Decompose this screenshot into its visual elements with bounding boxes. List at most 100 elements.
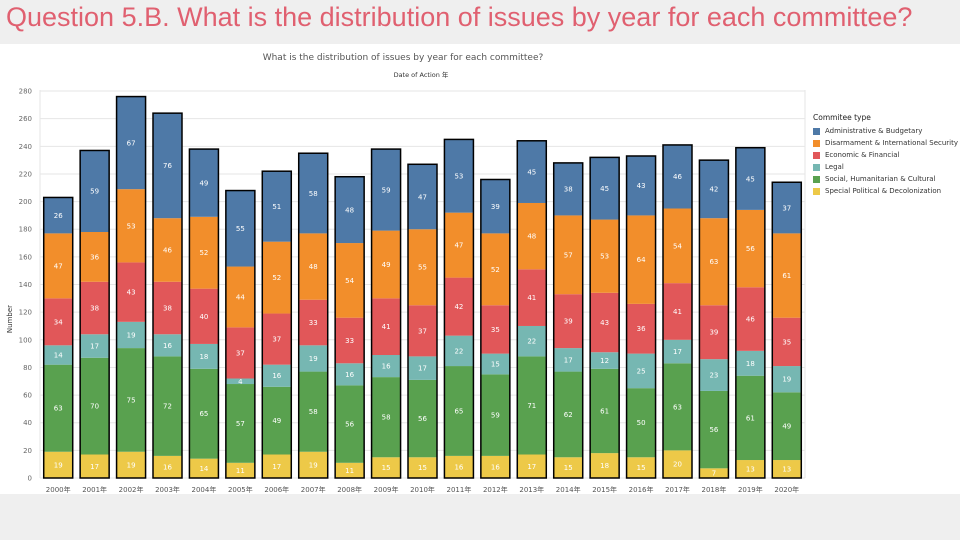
legend-swatch [813, 187, 820, 195]
y-tick-label: 120 [19, 309, 32, 317]
bar-segment [116, 348, 146, 452]
bar-segment [43, 233, 73, 299]
bar-segment [626, 353, 656, 389]
data-label: 55 [418, 264, 427, 272]
bar-segment [444, 277, 474, 336]
data-label: 56 [709, 426, 718, 434]
bar-segment [371, 230, 401, 299]
bar-segment [590, 292, 620, 353]
data-label: 49 [782, 423, 791, 431]
bar-segment [335, 363, 365, 386]
data-label: 62 [564, 411, 573, 419]
data-label: 46 [673, 173, 682, 181]
bar-segment [189, 288, 219, 344]
legend-label: Economic & Financial [825, 151, 900, 159]
y-tick-label: 200 [19, 198, 32, 206]
y-axis-label: Number [6, 305, 14, 333]
bar-segment [517, 269, 547, 326]
data-label: 19 [309, 461, 318, 469]
bar-outline [625, 155, 657, 479]
bar-segment [663, 208, 692, 284]
x-tick-label: 2009年 [374, 485, 399, 494]
data-label: 70 [90, 403, 99, 411]
bar-segment [517, 140, 547, 203]
bar-segment [590, 368, 620, 454]
data-label: 18 [600, 462, 609, 470]
x-tick-label: 2016年 [629, 485, 654, 494]
data-label: 17 [90, 343, 99, 351]
data-label: 54 [345, 277, 354, 285]
bar-segment [699, 359, 729, 391]
y-tick-label: 140 [19, 281, 32, 289]
data-label: 11 [345, 467, 354, 475]
bar-segment [553, 215, 583, 295]
bar-segment [408, 379, 437, 458]
bar-segment [517, 454, 547, 478]
x-tick-label: 2005年 [228, 485, 253, 494]
bar-segment [153, 281, 182, 335]
bar-segment [335, 243, 365, 318]
bar-segment [444, 212, 474, 278]
bar-segment [43, 197, 73, 234]
data-label: 22 [527, 338, 536, 346]
bar-segment [517, 202, 547, 270]
bar-segment [80, 232, 110, 282]
data-label: 76 [163, 162, 172, 170]
bar-segment [735, 350, 765, 376]
bar-segment [408, 305, 437, 357]
data-label: 35 [491, 326, 500, 334]
data-label: 56 [418, 415, 427, 423]
data-label: 26 [54, 212, 63, 220]
data-label: 16 [382, 363, 391, 371]
bar-outline [735, 146, 766, 479]
bar-segment [298, 299, 328, 346]
data-label: 15 [491, 360, 500, 368]
data-label: 20 [673, 461, 682, 469]
legend-items: Administrative & Budgetary Disarmament & … [813, 125, 960, 197]
data-label: 15 [564, 464, 573, 472]
x-tick-label: 2014年 [556, 485, 581, 494]
y-tick-label: 40 [23, 419, 32, 427]
stacked-bar-chart: What is the distribution of issues by ye… [6, 53, 806, 494]
bar-segment [335, 462, 365, 478]
bar-segment [699, 218, 729, 306]
bar-segment [225, 378, 255, 385]
bar-segment [663, 450, 692, 478]
legend-item: Legal [813, 161, 960, 173]
bar-segment [262, 171, 292, 242]
legend-item: Special Political & Decolonization [813, 185, 960, 197]
data-label: 42 [454, 303, 463, 311]
bar-segment [225, 327, 255, 379]
data-label: 59 [382, 186, 391, 194]
data-label: 41 [527, 294, 536, 302]
x-tick-label: 2000年 [46, 485, 71, 494]
bar-outline [297, 152, 329, 479]
data-label: 37 [236, 349, 245, 357]
bar-segment [189, 343, 219, 369]
bar-outline [79, 149, 110, 479]
data-label: 43 [600, 319, 609, 327]
bar-segment [189, 458, 219, 478]
bar-segment [663, 144, 692, 209]
bar-outline [334, 175, 365, 479]
data-label: 14 [199, 465, 208, 473]
data-label: 43 [637, 182, 646, 190]
legend-label: Special Political & Decolonization [825, 187, 942, 195]
y-tick-label: 220 [19, 170, 32, 178]
data-label: 38 [90, 305, 99, 313]
data-label: 39 [564, 318, 573, 326]
y-tick-label: 280 [19, 88, 32, 96]
bar-segment [43, 345, 73, 365]
bar-segment [735, 287, 765, 351]
data-label: 42 [709, 186, 718, 194]
data-label: 38 [564, 186, 573, 194]
data-label: 16 [163, 342, 172, 350]
bar-segment [80, 454, 110, 478]
data-label: 36 [637, 325, 646, 333]
bar-outline [225, 189, 256, 479]
bar-segment [553, 162, 583, 216]
data-label: 41 [673, 308, 682, 316]
legend-swatch [813, 163, 820, 171]
bar-segment [553, 371, 583, 458]
data-label: 61 [782, 272, 791, 280]
